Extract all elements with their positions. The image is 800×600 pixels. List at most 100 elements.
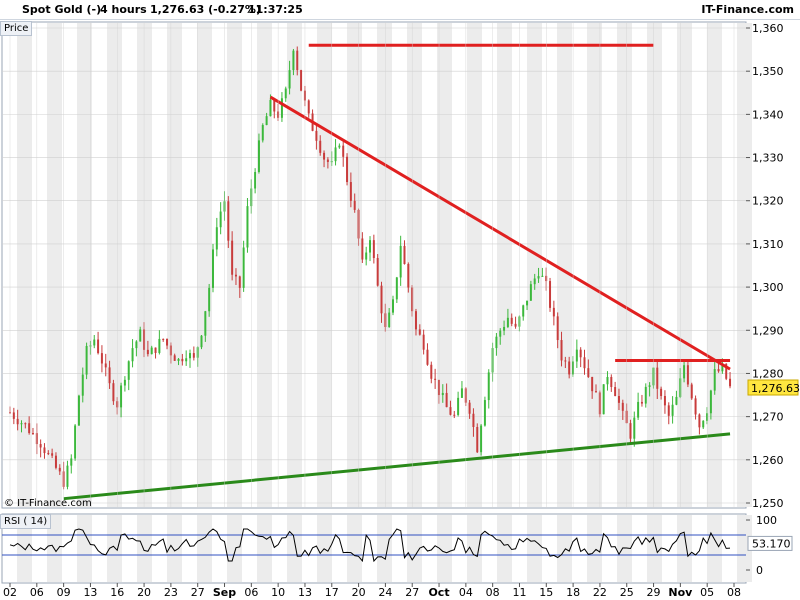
price-stripe bbox=[167, 23, 182, 507]
candle-body bbox=[460, 388, 463, 398]
candle-body bbox=[219, 211, 222, 228]
candle-body bbox=[414, 311, 417, 330]
candle-body bbox=[307, 100, 310, 114]
candle-body bbox=[644, 386, 647, 404]
candle-body bbox=[529, 284, 532, 301]
x-tick-label: Nov bbox=[668, 586, 693, 599]
x-tick-label: 04 bbox=[459, 586, 473, 599]
time-label: 11:37:25 bbox=[248, 3, 303, 16]
trendline bbox=[63, 432, 731, 501]
candle-body bbox=[269, 99, 272, 117]
candle-body bbox=[296, 50, 299, 71]
x-tick-label: 08 bbox=[727, 586, 741, 599]
rsi-value-box bbox=[747, 535, 793, 551]
candle-body bbox=[648, 385, 651, 387]
candle-body bbox=[430, 364, 433, 379]
rsi-stripe bbox=[167, 515, 182, 582]
candle-body bbox=[16, 418, 19, 425]
candle-body bbox=[610, 376, 613, 388]
candle-body bbox=[683, 365, 686, 379]
candle-body bbox=[457, 397, 460, 415]
candle-body bbox=[629, 423, 632, 439]
candle-body bbox=[663, 395, 666, 406]
candle-body bbox=[131, 348, 134, 362]
x-tick-label: 11 bbox=[512, 586, 526, 599]
candle-body bbox=[468, 402, 471, 414]
rsi-y-tick-label: 0 bbox=[756, 564, 763, 577]
candle-body bbox=[108, 367, 111, 384]
candle-body bbox=[74, 425, 77, 459]
candle-body bbox=[621, 402, 624, 411]
candle-body bbox=[533, 278, 536, 285]
candle-body bbox=[633, 417, 636, 439]
candle-body bbox=[690, 384, 693, 399]
candle-body bbox=[254, 171, 257, 189]
candle-body bbox=[422, 334, 425, 350]
x-tick-label: 09 bbox=[57, 586, 71, 599]
candle-body bbox=[257, 140, 260, 172]
x-tick-label: 10 bbox=[271, 586, 285, 599]
candle-body bbox=[12, 412, 15, 419]
candle-body bbox=[51, 453, 54, 456]
x-tick-label: 13 bbox=[298, 586, 312, 599]
candle-body bbox=[323, 152, 326, 160]
candle-body bbox=[591, 376, 594, 392]
candle-body bbox=[495, 336, 498, 349]
price-stripe bbox=[257, 23, 272, 507]
candle-body bbox=[215, 227, 218, 250]
rsi-stripe bbox=[377, 515, 392, 582]
brand-label: IT-Finance.com bbox=[701, 3, 794, 16]
candle-body bbox=[560, 340, 563, 361]
rsi-stripe bbox=[527, 515, 542, 582]
candle-body bbox=[315, 130, 318, 141]
price-stripe bbox=[47, 23, 62, 507]
x-tick-label: 06 bbox=[244, 586, 258, 599]
candle-body bbox=[675, 396, 678, 405]
candle-body bbox=[514, 323, 517, 327]
candle-body bbox=[349, 182, 352, 201]
candle-body bbox=[480, 425, 483, 453]
candle-body bbox=[594, 391, 597, 393]
chart-header: Spot Gold (-) 4 hours 1,276.63 (-0.27%) … bbox=[0, 0, 800, 20]
candle-body bbox=[166, 338, 169, 346]
candle-body bbox=[120, 385, 123, 408]
y-tick-label: 1,280 bbox=[752, 367, 784, 380]
x-tick-label: 08 bbox=[486, 586, 500, 599]
rsi-stripe bbox=[407, 515, 422, 582]
candle-body bbox=[39, 444, 42, 448]
x-tick-label: 25 bbox=[620, 586, 634, 599]
background-stripes bbox=[17, 23, 752, 582]
y-tick-label: 1,320 bbox=[752, 195, 784, 208]
price-stripe bbox=[197, 23, 212, 507]
candle-body bbox=[280, 98, 283, 118]
candle-body bbox=[43, 447, 46, 454]
x-tick-label: 02 bbox=[3, 586, 17, 599]
candle-body bbox=[81, 374, 84, 396]
candle-body bbox=[637, 401, 640, 418]
candle-body bbox=[579, 349, 582, 358]
price-stripe bbox=[317, 23, 332, 507]
rsi-stripe bbox=[227, 515, 242, 582]
rsi-stripe bbox=[77, 515, 92, 582]
price-stripe bbox=[137, 23, 152, 507]
y-tick-label: 1,290 bbox=[752, 324, 784, 337]
candle-body bbox=[717, 369, 720, 372]
candle-body bbox=[472, 413, 475, 428]
candle-body bbox=[246, 206, 249, 248]
price-panel-label: Price bbox=[0, 21, 33, 36]
price-stripe bbox=[677, 23, 692, 507]
x-tick-label: 24 bbox=[378, 586, 392, 599]
candle-body bbox=[177, 358, 180, 361]
rsi-stripe bbox=[257, 515, 272, 582]
candle-body bbox=[552, 307, 555, 317]
price-stripe bbox=[527, 23, 542, 507]
candle-body bbox=[284, 88, 287, 99]
candle-body bbox=[77, 395, 80, 426]
candle-body bbox=[434, 378, 437, 380]
candle-body bbox=[334, 147, 337, 162]
price-stripe bbox=[467, 23, 482, 507]
x-tick-label: 29 bbox=[647, 586, 661, 599]
candle-body bbox=[47, 453, 50, 455]
